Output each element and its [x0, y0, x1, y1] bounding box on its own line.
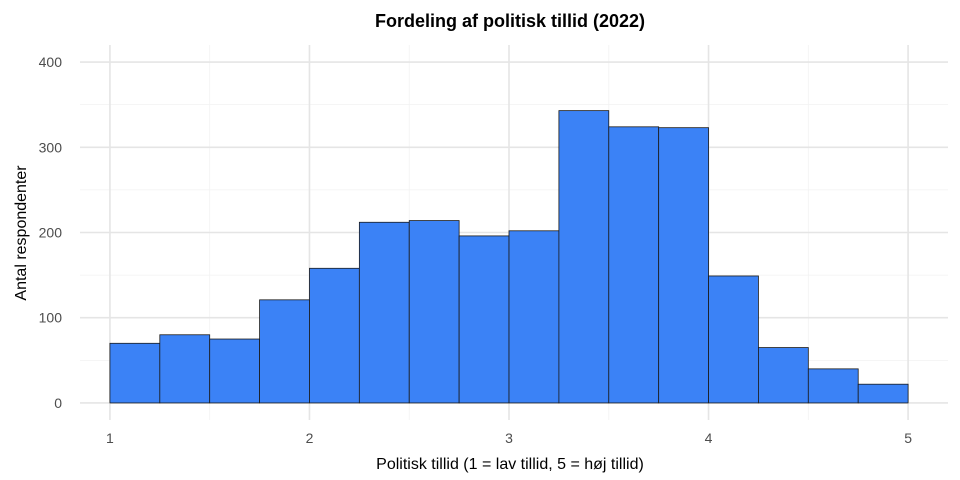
x-tick-label: 4	[705, 430, 713, 446]
histogram-bar-2	[159, 334, 211, 404]
histogram-bar-4	[259, 299, 310, 404]
histogram-bar-9	[508, 230, 560, 404]
y-tick-label: 200	[39, 225, 63, 241]
x-tick-label: 2	[306, 430, 314, 446]
axis-ticks: 1 2 3 4 5 0 100 200 300 400	[39, 54, 913, 446]
y-tick-label: 400	[39, 54, 63, 70]
histogram-bar-1	[109, 342, 161, 404]
histogram-bar-16	[857, 383, 909, 404]
histogram-bar-7	[408, 220, 460, 404]
y-axis-label: Antal respondenter	[13, 165, 30, 301]
histogram-bar-12	[658, 127, 709, 404]
histogram-bar-8	[458, 235, 510, 404]
y-tick-label: 0	[54, 395, 62, 411]
histogram-bar-3	[209, 338, 260, 404]
x-axis-label: Politisk tillid (1 = lav tillid, 5 = høj…	[376, 456, 644, 473]
histogram-bar-6	[358, 221, 410, 404]
y-tick-label: 100	[39, 310, 63, 326]
histogram-bar-14	[758, 347, 809, 404]
x-tick-label: 3	[505, 430, 513, 446]
histogram-bars	[109, 110, 909, 404]
histogram-bar-10	[558, 110, 610, 404]
x-tick-label: 5	[904, 430, 912, 446]
histogram-bar-13	[708, 275, 759, 404]
chart-title: Fordeling af politisk tillid (2022)	[375, 11, 645, 31]
x-tick-label: 1	[106, 430, 114, 446]
y-tick-label: 300	[39, 139, 63, 155]
histogram-bar-5	[309, 267, 360, 404]
histogram-bar-15	[807, 368, 859, 404]
histogram-bar-11	[608, 126, 660, 404]
